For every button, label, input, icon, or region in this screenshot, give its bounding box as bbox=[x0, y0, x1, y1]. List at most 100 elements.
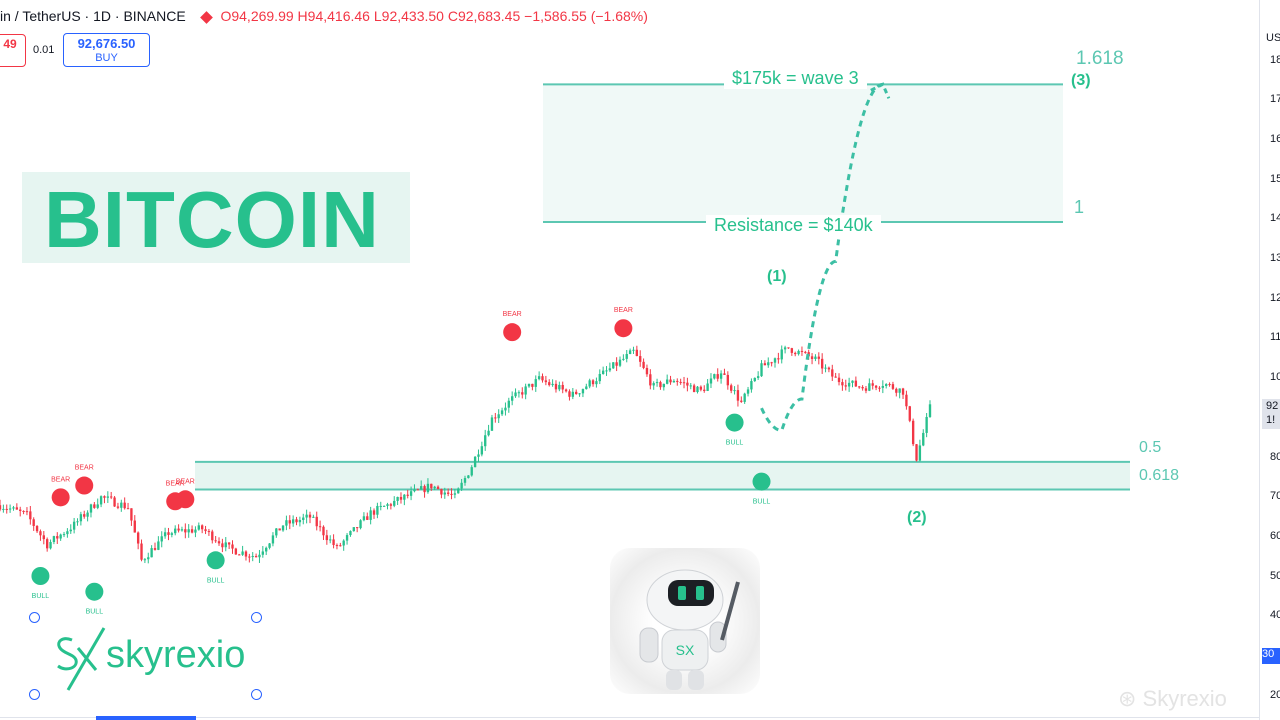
candle-body bbox=[831, 369, 834, 377]
candle-body bbox=[467, 475, 470, 479]
candle-body bbox=[500, 410, 504, 415]
bar-countdown: 1! bbox=[1266, 414, 1276, 426]
selection-handle-tr[interactable] bbox=[251, 612, 262, 623]
candle-body bbox=[514, 392, 517, 397]
candle-body bbox=[780, 349, 783, 360]
axis-tick: 18 bbox=[1270, 54, 1280, 66]
axis-tick: 70 bbox=[1270, 490, 1280, 502]
fib-05-label: 0.5 bbox=[1139, 439, 1162, 456]
current-price-badge: 92 1! bbox=[1262, 399, 1280, 429]
skyrexio-logo[interactable]: skyrexio bbox=[34, 614, 260, 694]
selection-handle-tl[interactable] bbox=[29, 612, 40, 623]
candle-body bbox=[655, 382, 659, 384]
candle-body bbox=[605, 370, 608, 372]
candle-body bbox=[585, 386, 588, 390]
candle-body bbox=[544, 380, 548, 383]
symbol-name[interactable]: in / TetherUS · 1D · BINANCE bbox=[0, 8, 186, 24]
wave-1-label: (1) bbox=[767, 268, 787, 285]
candle-body bbox=[581, 389, 585, 394]
candle-body bbox=[66, 531, 69, 535]
axis-currency[interactable]: US bbox=[1266, 32, 1280, 44]
candle-body bbox=[251, 556, 254, 558]
wave-2-label: (2) bbox=[907, 509, 927, 526]
candle-body bbox=[312, 516, 315, 518]
price-axis[interactable]: US 18 17 16 15 14 13 12 11 10 80 70 60 5… bbox=[1259, 0, 1280, 720]
buy-button[interactable]: 92,676.50 BUY bbox=[63, 33, 150, 67]
candle-body bbox=[322, 526, 325, 536]
candle-body bbox=[575, 391, 578, 395]
candle-body bbox=[113, 497, 116, 507]
candle-body bbox=[497, 414, 500, 419]
candle-body bbox=[662, 383, 665, 388]
candle-body bbox=[541, 376, 544, 381]
candle-body bbox=[871, 383, 874, 386]
candle-body bbox=[167, 532, 170, 535]
candle-body bbox=[770, 362, 773, 364]
buy-label: BUY bbox=[95, 52, 118, 64]
candle-body bbox=[8, 508, 12, 510]
candle-body bbox=[905, 394, 908, 407]
candle-body bbox=[366, 516, 369, 520]
candle-body bbox=[106, 496, 110, 498]
signal-label: BEAR bbox=[75, 465, 94, 472]
candle-body bbox=[79, 514, 83, 522]
candle-body bbox=[918, 445, 922, 461]
axis-tick: 14 bbox=[1270, 212, 1280, 224]
candle-body bbox=[746, 389, 750, 394]
candle-body bbox=[524, 386, 527, 395]
candle-body bbox=[332, 539, 335, 546]
sell-price: 49 bbox=[3, 37, 17, 51]
candle-body bbox=[133, 520, 136, 533]
candle-body bbox=[174, 528, 177, 534]
axis-tick: 17 bbox=[1270, 93, 1280, 105]
candle-body bbox=[450, 493, 453, 495]
candle-body bbox=[804, 351, 807, 353]
candle-body bbox=[214, 540, 217, 542]
candle-body bbox=[224, 542, 227, 548]
candle-body bbox=[453, 493, 457, 495]
candle-body bbox=[217, 541, 221, 544]
candle-body bbox=[861, 386, 864, 389]
candle-body bbox=[443, 492, 446, 495]
sell-button[interactable]: 49 bbox=[0, 34, 26, 67]
signal-label: BEAR bbox=[51, 476, 70, 483]
candle-body bbox=[608, 368, 612, 371]
candle-body bbox=[15, 507, 19, 510]
candle-body bbox=[76, 521, 79, 523]
candle-body bbox=[554, 383, 558, 390]
signal-label: BULL bbox=[753, 499, 771, 506]
robot-icon: SX bbox=[639, 569, 740, 690]
skyrexio-brand: skyrexio bbox=[106, 634, 246, 676]
candle-body bbox=[160, 536, 163, 542]
candle-body bbox=[851, 380, 854, 383]
ohlc-high: 94,416.46 bbox=[307, 8, 370, 24]
candle-body bbox=[730, 385, 733, 391]
candle-body bbox=[5, 508, 8, 510]
candle-body bbox=[163, 532, 167, 537]
bull-signal bbox=[31, 567, 50, 585]
candle-body bbox=[820, 358, 824, 369]
candle-body bbox=[484, 435, 487, 447]
ohlc-close-label: C bbox=[447, 8, 458, 24]
candle-body bbox=[888, 384, 891, 386]
candle-body bbox=[649, 374, 652, 386]
selection-handle-br[interactable] bbox=[251, 689, 262, 700]
ohlc-low-label: L bbox=[373, 8, 382, 24]
candle-body bbox=[359, 520, 362, 529]
time-range-highlight[interactable] bbox=[96, 716, 196, 720]
candle-body bbox=[736, 390, 740, 401]
candle-body bbox=[150, 548, 153, 558]
candle-body bbox=[440, 489, 443, 495]
candle-body bbox=[22, 510, 25, 512]
fib-0618-label: 0.618 bbox=[1139, 467, 1180, 484]
candle-body bbox=[750, 381, 753, 390]
selection-handle-bl[interactable] bbox=[29, 689, 40, 700]
candle-body bbox=[527, 383, 531, 387]
fib-1618-label: 1.618 bbox=[1076, 48, 1124, 69]
candle-body bbox=[726, 374, 730, 386]
candle-body bbox=[925, 416, 928, 433]
candle-body bbox=[227, 542, 231, 545]
candle-body bbox=[170, 533, 174, 535]
